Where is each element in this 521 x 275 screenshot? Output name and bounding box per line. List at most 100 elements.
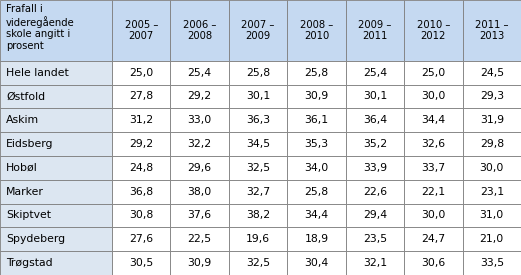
Bar bbox=[287, 180, 346, 204]
Text: 35,2: 35,2 bbox=[363, 139, 387, 149]
Text: 38,2: 38,2 bbox=[246, 210, 270, 221]
Text: 36,4: 36,4 bbox=[363, 115, 387, 125]
Text: 2005 –
2007: 2005 – 2007 bbox=[125, 20, 158, 41]
Text: 30,9: 30,9 bbox=[304, 92, 329, 101]
Text: 30,6: 30,6 bbox=[421, 258, 445, 268]
Bar bbox=[287, 61, 346, 85]
Text: Østfold: Østfold bbox=[6, 92, 45, 101]
Bar bbox=[229, 227, 287, 251]
Bar bbox=[346, 61, 404, 85]
Text: 31,9: 31,9 bbox=[480, 115, 504, 125]
Bar bbox=[112, 108, 170, 132]
Bar bbox=[112, 227, 170, 251]
Text: Frafall i
videregående
skole angitt i
prosent: Frafall i videregående skole angitt i pr… bbox=[6, 4, 75, 51]
Text: 2008 –
2010: 2008 – 2010 bbox=[300, 20, 333, 41]
Text: 21,0: 21,0 bbox=[480, 234, 504, 244]
Bar bbox=[346, 132, 404, 156]
Bar bbox=[112, 180, 170, 204]
Bar bbox=[346, 251, 404, 275]
Bar bbox=[170, 156, 229, 180]
Text: 38,0: 38,0 bbox=[188, 187, 212, 197]
Bar bbox=[463, 108, 521, 132]
Text: Eidsberg: Eidsberg bbox=[6, 139, 54, 149]
Text: 35,3: 35,3 bbox=[304, 139, 329, 149]
Text: 31,0: 31,0 bbox=[480, 210, 504, 221]
Text: 37,6: 37,6 bbox=[188, 210, 212, 221]
Bar bbox=[112, 156, 170, 180]
Text: Trøgstad: Trøgstad bbox=[6, 258, 53, 268]
Bar bbox=[112, 132, 170, 156]
Bar bbox=[229, 0, 287, 61]
Text: 32,1: 32,1 bbox=[363, 258, 387, 268]
Text: 29,6: 29,6 bbox=[188, 163, 212, 173]
Bar bbox=[346, 156, 404, 180]
Text: 36,3: 36,3 bbox=[246, 115, 270, 125]
Bar bbox=[229, 204, 287, 227]
Bar bbox=[170, 61, 229, 85]
Text: 30,1: 30,1 bbox=[363, 92, 387, 101]
Text: 2009 –
2011: 2009 – 2011 bbox=[358, 20, 392, 41]
Text: 32,7: 32,7 bbox=[246, 187, 270, 197]
Bar bbox=[0, 132, 112, 156]
Bar bbox=[0, 251, 112, 275]
Text: 22,5: 22,5 bbox=[188, 234, 212, 244]
Text: 2007 –
2009: 2007 – 2009 bbox=[241, 20, 275, 41]
Text: 23,1: 23,1 bbox=[480, 187, 504, 197]
Bar bbox=[170, 132, 229, 156]
Text: 24,7: 24,7 bbox=[421, 234, 445, 244]
Bar bbox=[463, 227, 521, 251]
Text: 34,4: 34,4 bbox=[421, 115, 445, 125]
Bar bbox=[404, 204, 463, 227]
Bar bbox=[287, 251, 346, 275]
Bar bbox=[229, 61, 287, 85]
Text: 32,2: 32,2 bbox=[188, 139, 212, 149]
Text: 34,4: 34,4 bbox=[304, 210, 329, 221]
Bar bbox=[346, 180, 404, 204]
Text: 30,0: 30,0 bbox=[480, 163, 504, 173]
Bar bbox=[112, 85, 170, 108]
Bar bbox=[404, 108, 463, 132]
Text: 25,0: 25,0 bbox=[129, 68, 153, 78]
Text: 33,0: 33,0 bbox=[188, 115, 212, 125]
Text: Hobøl: Hobøl bbox=[6, 163, 38, 173]
Bar bbox=[287, 85, 346, 108]
Bar bbox=[404, 251, 463, 275]
Text: 25,4: 25,4 bbox=[188, 68, 212, 78]
Bar bbox=[287, 204, 346, 227]
Bar bbox=[170, 251, 229, 275]
Text: 25,0: 25,0 bbox=[421, 68, 445, 78]
Text: 19,6: 19,6 bbox=[246, 234, 270, 244]
Text: Marker: Marker bbox=[6, 187, 44, 197]
Bar bbox=[0, 61, 112, 85]
Text: 24,8: 24,8 bbox=[129, 163, 153, 173]
Text: 32,6: 32,6 bbox=[421, 139, 445, 149]
Bar bbox=[463, 156, 521, 180]
Bar bbox=[463, 61, 521, 85]
Bar bbox=[463, 180, 521, 204]
Bar bbox=[112, 251, 170, 275]
Bar bbox=[463, 132, 521, 156]
Bar bbox=[404, 0, 463, 61]
Bar bbox=[0, 0, 112, 61]
Bar bbox=[463, 251, 521, 275]
Bar bbox=[170, 180, 229, 204]
Bar bbox=[0, 227, 112, 251]
Text: 33,7: 33,7 bbox=[421, 163, 445, 173]
Bar bbox=[229, 132, 287, 156]
Text: 36,1: 36,1 bbox=[304, 115, 329, 125]
Bar bbox=[0, 180, 112, 204]
Text: 25,8: 25,8 bbox=[246, 68, 270, 78]
Text: 30,0: 30,0 bbox=[421, 92, 445, 101]
Bar bbox=[229, 85, 287, 108]
Text: 27,8: 27,8 bbox=[129, 92, 153, 101]
Bar bbox=[0, 85, 112, 108]
Bar bbox=[229, 180, 287, 204]
Bar bbox=[404, 227, 463, 251]
Bar bbox=[287, 227, 346, 251]
Bar bbox=[404, 156, 463, 180]
Bar bbox=[112, 61, 170, 85]
Text: 2011 –
2013: 2011 – 2013 bbox=[475, 20, 508, 41]
Text: 22,6: 22,6 bbox=[363, 187, 387, 197]
Bar bbox=[170, 108, 229, 132]
Bar bbox=[463, 0, 521, 61]
